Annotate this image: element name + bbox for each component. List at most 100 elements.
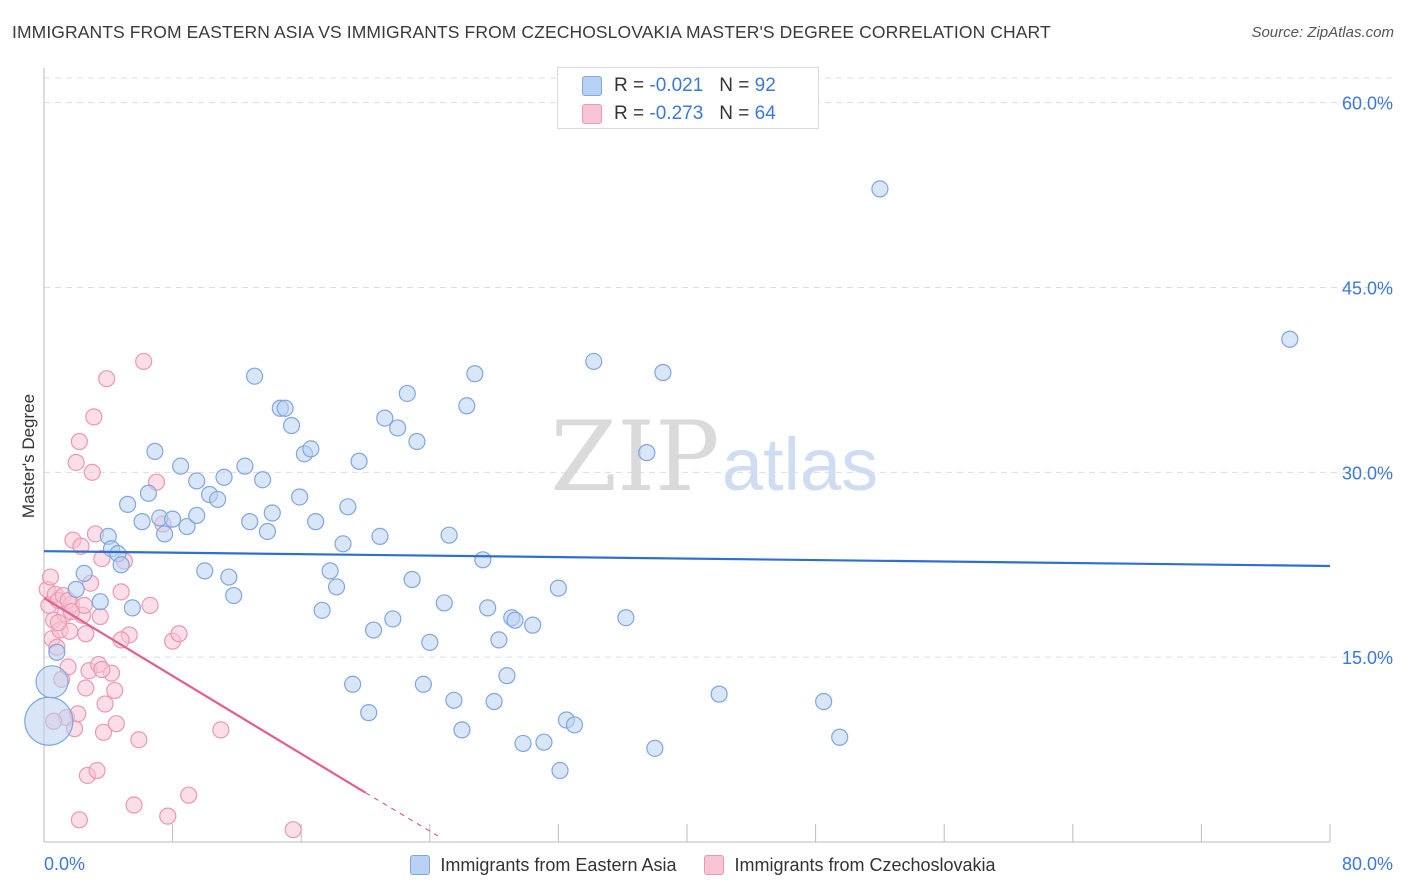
point-eastern-asia-51: [376, 409, 394, 427]
point-eastern-asia-5: [91, 593, 109, 611]
point-eastern-asia-3: [67, 580, 85, 598]
point-czechoslovakia-59: [62, 602, 80, 621]
point-eastern-asia-62: [453, 721, 471, 739]
point-czechoslovakia-41: [112, 583, 130, 601]
point-czechoslovakia-47: [141, 596, 159, 615]
point-eastern-asia-12: [133, 513, 151, 531]
point-czechoslovakia-50: [159, 807, 177, 825]
x-tick-label-max: 80.0%: [1342, 854, 1393, 874]
point-eastern-asia-50: [371, 527, 389, 546]
point-eastern-asia-68: [490, 631, 508, 649]
point-eastern-asia-65: [474, 551, 492, 569]
point-eastern-asia-24: [209, 490, 227, 509]
stats-r-label-blue: R =: [614, 75, 645, 96]
point-eastern-asia-71: [506, 611, 524, 629]
point-eastern-asia-56: [408, 432, 426, 451]
point-eastern-asia-49: [364, 621, 383, 639]
point-eastern-asia-69: [498, 667, 516, 685]
point-czechoslovakia-40: [107, 715, 125, 733]
point-eastern-asia-87: [871, 180, 889, 198]
point-czechoslovakia-2: [41, 568, 60, 586]
point-czechoslovakia-39: [106, 681, 124, 700]
point-czechoslovakia-56: [70, 811, 88, 829]
stats-row-pink: R = -0.273 N = 64: [582, 101, 776, 127]
point-eastern-asia-85: [815, 692, 833, 711]
point-czechoslovakia-45: [130, 731, 148, 749]
point-eastern-asia-46: [344, 675, 362, 693]
point-eastern-asia-67: [485, 692, 503, 711]
point-eastern-asia-40: [307, 513, 325, 531]
point-eastern-asia-39: [302, 440, 320, 458]
stats-n-value-pink: 64: [754, 103, 776, 124]
point-czechoslovakia-28: [83, 463, 101, 481]
point-eastern-asia-13: [139, 484, 158, 502]
point-eastern-asia-84: [710, 685, 728, 703]
point-eastern-asia-44: [334, 535, 352, 553]
point-eastern-asia-37: [290, 488, 309, 506]
point-eastern-asia-1: [35, 665, 69, 699]
watermark-zip: ZIP: [550, 401, 719, 513]
y-axis-label: Master's Degree: [19, 394, 38, 518]
y-tick-label-3: 60.0%: [1342, 94, 1393, 114]
point-eastern-asia-10: [118, 495, 137, 513]
point-eastern-asia-66: [479, 599, 497, 617]
point-czechoslovakia-35: [94, 723, 113, 741]
point-eastern-asia-81: [638, 444, 656, 462]
point-eastern-asia-21: [188, 472, 206, 490]
point-eastern-asia-30: [245, 367, 264, 385]
point-eastern-asia-20: [188, 506, 206, 525]
point-eastern-asia-57: [414, 675, 432, 693]
point-eastern-asia-26: [220, 568, 238, 586]
point-eastern-asia-45: [339, 498, 357, 516]
point-eastern-asia-78: [565, 716, 584, 734]
point-eastern-asia-48: [360, 704, 378, 722]
legend-label-czechoslovakia: Immigrants from Czechoslovakia: [734, 854, 996, 875]
stats-box: R = -0.021 N = 92 R = -0.273 N = 64: [557, 67, 819, 129]
point-eastern-asia-55: [403, 570, 421, 589]
point-eastern-asia-16: [155, 525, 174, 543]
y-tick-label-2: 45.0%: [1342, 278, 1393, 298]
watermark-atlas: atlas: [722, 423, 878, 506]
point-eastern-asia-80: [617, 609, 635, 627]
trend-line-czechoslovakia-extension: [365, 792, 439, 837]
point-eastern-asia-82: [646, 739, 664, 757]
stats-r-value-blue: -0.021: [649, 75, 704, 96]
point-eastern-asia-2: [48, 643, 66, 661]
point-eastern-asia-0: [24, 696, 74, 746]
x-tick-label-min: 0.0%: [44, 854, 85, 874]
legend-item-czechoslovakia[interactable]: Immigrants from Czechoslovakia: [704, 854, 996, 876]
point-eastern-asia-58: [421, 633, 439, 651]
stats-n-label-pink: N =: [719, 103, 750, 124]
point-czechoslovakia-58: [49, 614, 68, 632]
point-eastern-asia-11: [123, 599, 142, 617]
legend-item-eastern-asia[interactable]: Immigrants from Eastern Asia: [410, 855, 676, 876]
point-eastern-asia-25: [215, 468, 233, 486]
point-eastern-asia-28: [236, 457, 254, 475]
y-tick-label-1: 30.0%: [1342, 463, 1393, 483]
point-eastern-asia-36: [282, 416, 301, 435]
point-eastern-asia-52: [384, 610, 402, 628]
point-eastern-asia-64: [466, 365, 484, 383]
point-eastern-asia-17: [164, 510, 182, 528]
chart-source: Source: ZipAtlas.com: [1251, 24, 1394, 41]
point-czechoslovakia-18: [67, 453, 85, 472]
point-eastern-asia-72: [514, 734, 532, 753]
point-czechoslovakia-33: [91, 607, 109, 626]
point-eastern-asia-14: [146, 442, 164, 460]
point-eastern-asia-41: [313, 601, 331, 619]
stats-row-blue: R = -0.021 N = 92: [582, 73, 776, 99]
point-eastern-asia-79: [585, 352, 603, 371]
y-tick-label-0: 15.0%: [1342, 648, 1393, 668]
point-eastern-asia-53: [389, 419, 407, 437]
point-eastern-asia-74: [535, 733, 553, 751]
stats-n-label-blue: N =: [719, 75, 750, 96]
legend: Immigrants from Eastern Asia Immigrants …: [0, 850, 1406, 880]
point-czechoslovakia-36: [96, 695, 114, 713]
point-eastern-asia-86: [831, 728, 849, 746]
point-czechoslovakia-52: [170, 625, 188, 643]
point-czechoslovakia-29: [85, 408, 103, 426]
point-eastern-asia-42: [321, 562, 339, 580]
point-czechoslovakia-55: [284, 821, 302, 839]
point-czechoslovakia-44: [125, 796, 143, 814]
